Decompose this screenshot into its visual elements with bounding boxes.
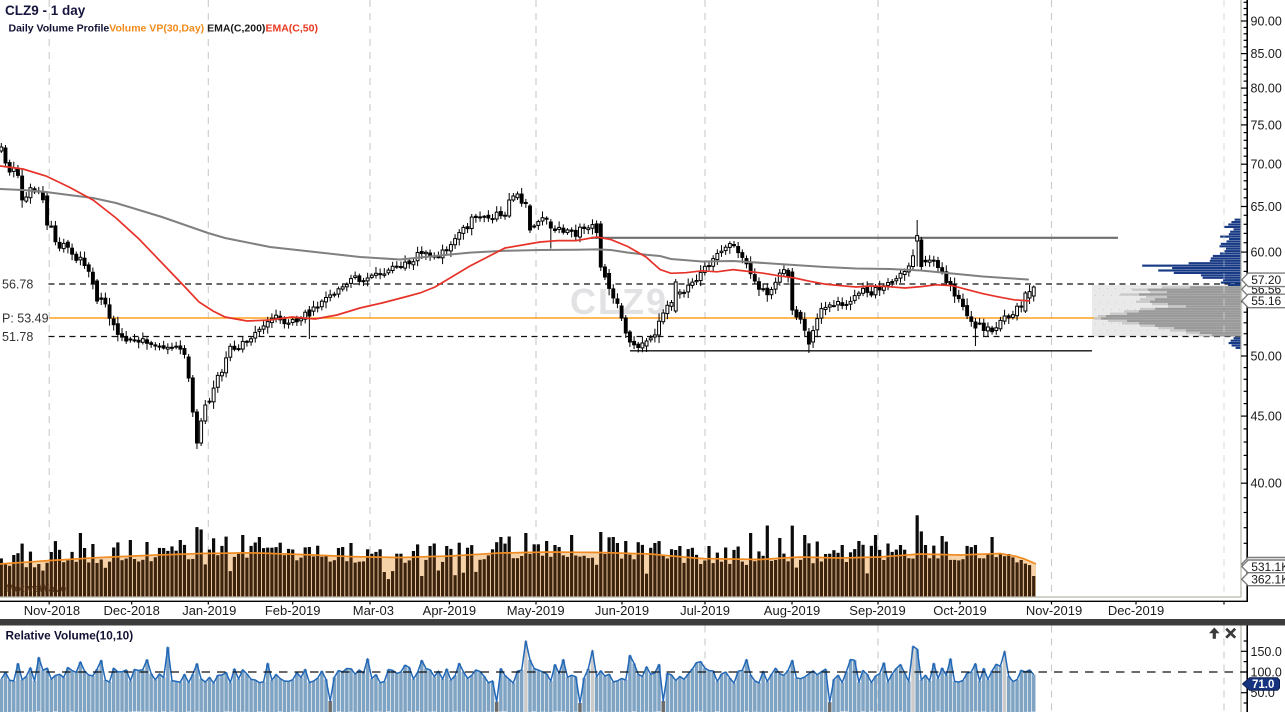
svg-text:Dec-2019: Dec-2019 (1108, 603, 1164, 618)
svg-text:Jul-2019: Jul-2019 (680, 603, 730, 618)
svg-text:Sep-2019: Sep-2019 (849, 603, 905, 618)
svg-text:90.00: 90.00 (1251, 15, 1282, 29)
svg-text:Daily Volume ProfileVolume VP(: Daily Volume ProfileVolume VP(30,Day) EM… (9, 23, 318, 35)
svg-text:55.16: 55.16 (1251, 294, 1281, 308)
svg-text:May-2019: May-2019 (507, 603, 565, 618)
svg-text:65.00: 65.00 (1251, 200, 1282, 214)
svg-text:362.1K: 362.1K (1251, 573, 1285, 587)
svg-text:150.0: 150.0 (1251, 645, 1282, 659)
svg-text:Nov-2019: Nov-2019 (1026, 603, 1082, 618)
svg-text:Jun-2019: Jun-2019 (595, 603, 649, 618)
svg-text:71.0: 71.0 (1252, 679, 1274, 691)
svg-text:Oct-2019: Oct-2019 (933, 603, 986, 618)
svg-text:50.00: 50.00 (1251, 350, 1282, 364)
svg-text:40.00: 40.00 (1251, 477, 1282, 491)
svg-text:Mar-03: Mar-03 (353, 603, 394, 618)
svg-text:Apr-2019: Apr-2019 (423, 603, 476, 618)
svg-text:60.00: 60.00 (1251, 246, 1282, 260)
svg-text:Relative Volume(10,10): Relative Volume(10,10) (6, 629, 134, 643)
svg-text:CLZ9 - 1 day: CLZ9 - 1 day (5, 3, 86, 18)
svg-text:45.00: 45.00 (1251, 410, 1282, 424)
svg-text:100.0: 100.0 (1251, 666, 1282, 680)
svg-text:51.78: 51.78 (2, 330, 33, 344)
svg-text:MotiveWave: MotiveWave (6, 583, 67, 595)
svg-text:75.00: 75.00 (1251, 118, 1282, 132)
svg-text:56.78: 56.78 (2, 278, 33, 292)
svg-text:57.20: 57.20 (1251, 273, 1281, 287)
svg-text:80.00: 80.00 (1251, 82, 1282, 96)
svg-text:Feb-2019: Feb-2019 (265, 603, 321, 618)
svg-text:85.00: 85.00 (1251, 47, 1282, 61)
svg-text:Dec-2018: Dec-2018 (104, 603, 160, 618)
svg-text:P: 53.49: P: 53.49 (2, 312, 49, 326)
svg-text:531.1K: 531.1K (1251, 560, 1285, 574)
svg-text:Jan-2019: Jan-2019 (182, 603, 236, 618)
svg-text:Nov-2018: Nov-2018 (24, 603, 80, 618)
svg-text:Aug-2019: Aug-2019 (764, 603, 820, 618)
svg-text:70.00: 70.00 (1251, 158, 1282, 172)
